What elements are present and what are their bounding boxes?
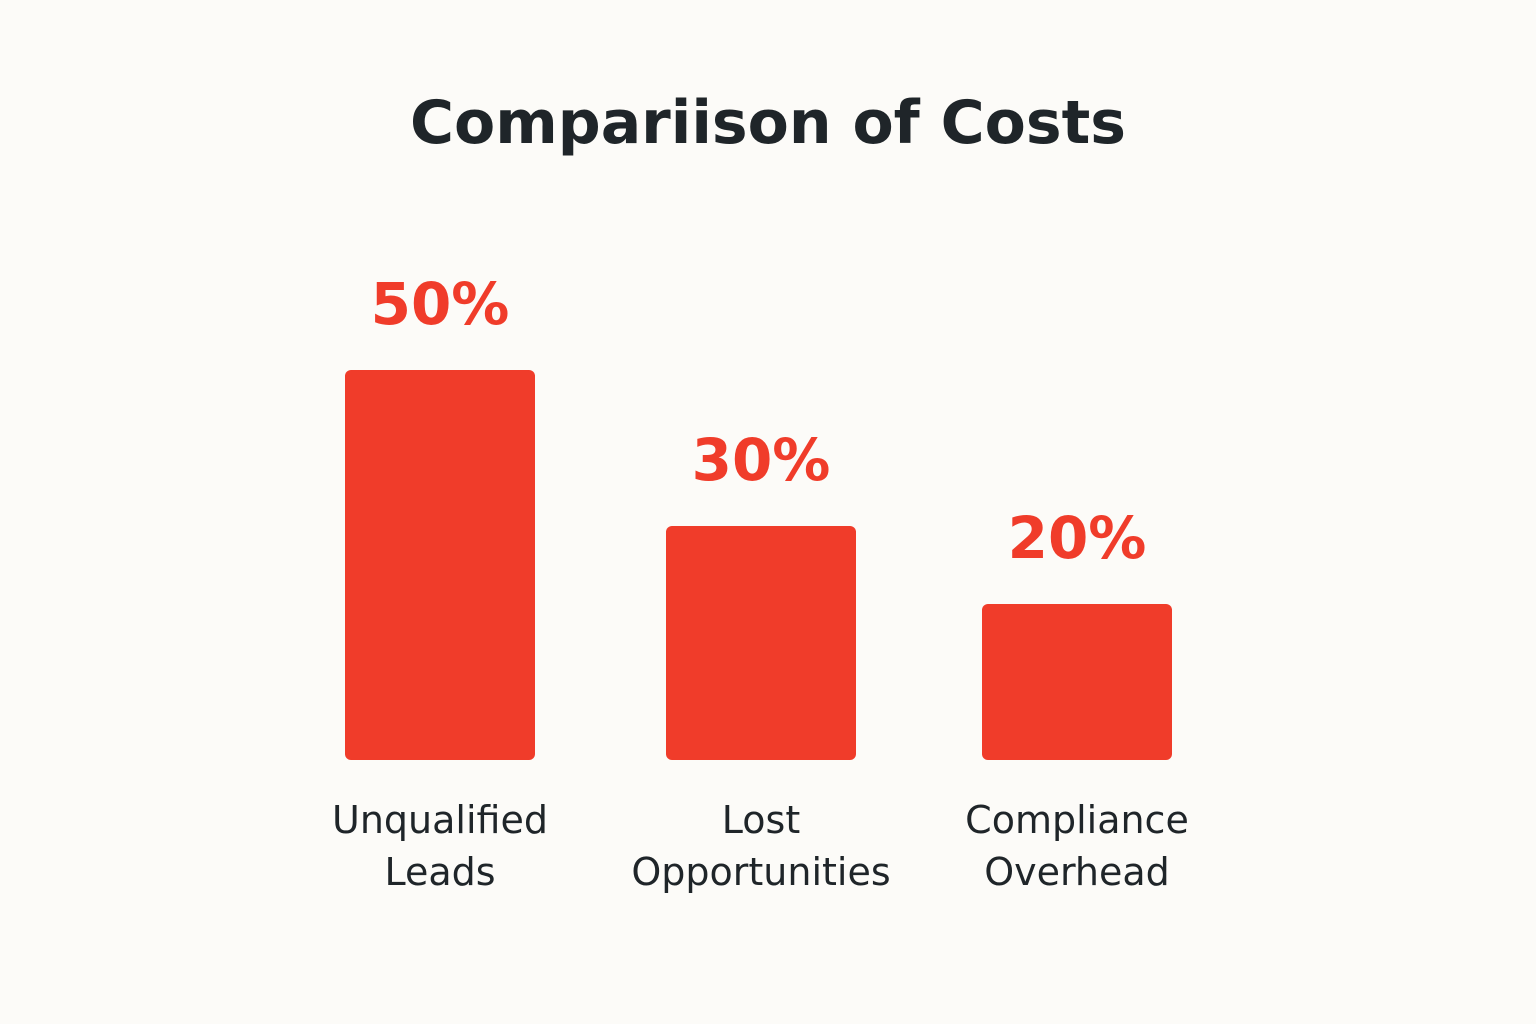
bar [345,370,535,760]
x-tick-label: Compliance Overhead [965,798,1189,894]
x-tick-label: Unqualified Leads [332,798,548,894]
bar [982,604,1172,760]
value-label: 30% [691,426,831,494]
chart-title: Compariison of Costs [409,88,1127,158]
value-label: 50% [370,270,510,338]
x-tick-label: Lost Opportunities [631,798,891,894]
bar [666,526,856,760]
value-label: 20% [1007,504,1147,572]
